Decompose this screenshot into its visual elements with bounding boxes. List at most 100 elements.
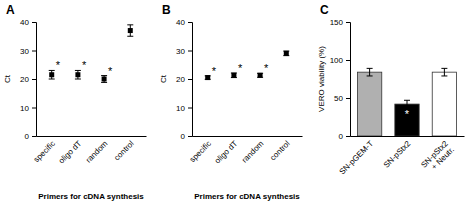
annotation: * (264, 62, 269, 74)
y-axis-line (188, 23, 193, 137)
error-bar-cap (49, 70, 55, 71)
x-tick-label-line: random (84, 139, 110, 165)
panel: ***010203040specificoligo dTrandomcontro… (3, 3, 147, 201)
x-tick-label: SN-pGEM-T (338, 139, 376, 177)
y-axis-title: Ct (3, 74, 12, 83)
y-tick-mark (346, 60, 350, 61)
y-tick-mark (188, 22, 192, 23)
y-tick: 30 (20, 47, 36, 56)
x-tick: random (84, 139, 110, 165)
y-tick: 150 (330, 18, 350, 27)
error-bar (75, 70, 81, 79)
marker (205, 75, 210, 80)
error-bar-cap (404, 100, 410, 101)
x-axis-title: Primers for cDNA synthesis (38, 192, 144, 201)
x-tick: control (268, 139, 292, 163)
panel-title: A (6, 3, 15, 17)
error-bar-stem (407, 100, 408, 108)
x-axis-line (351, 136, 465, 137)
error-bar-cap (75, 79, 81, 80)
error-bar (127, 25, 133, 36)
y-tick-label: 0 (25, 132, 30, 141)
chart-figure: ***010203040specificoligo dTrandomcontro… (0, 0, 474, 206)
y-tick: 20 (176, 75, 192, 84)
bar (395, 104, 419, 136)
marker (49, 72, 54, 77)
annotation: * (82, 59, 87, 71)
error-bar-cap (441, 75, 447, 76)
marker (128, 28, 133, 33)
y-axis-line (32, 23, 37, 137)
x-tick-label-line: SN-pStx2 (382, 139, 413, 170)
marker (258, 73, 263, 78)
x-axis: specificoligo dTrandomcontrol (32, 137, 147, 166)
x-tick-label-line: oligo dT (213, 139, 240, 166)
error-bar (231, 73, 237, 78)
y-axis: 0 10 20 30 40 (176, 18, 192, 141)
annotation: * (212, 65, 217, 77)
panel: * * * 0 10 20 30 40 specificoligo dTrandomcontro… (159, 3, 303, 201)
y-axis: 010203040 (20, 18, 36, 141)
x-tick-label-line: control (268, 139, 292, 163)
marks (357, 68, 456, 136)
x-tick: specific (188, 139, 213, 164)
y-tick-label: 10 (176, 104, 185, 113)
x-tick-label-line: SN-pGEM-T (338, 139, 376, 177)
annotation: * (56, 59, 61, 71)
y-tick-label: 10 (20, 104, 29, 113)
x-tick-label-line: random (240, 139, 266, 165)
x-tick: oligo dT (213, 139, 240, 166)
x-tick-label-line: control (112, 139, 136, 163)
bar (432, 72, 456, 136)
y-tick-label: 0 (339, 132, 344, 141)
y-tick-mark (346, 136, 350, 137)
error-bar-cap (441, 68, 447, 69)
error-bar (49, 70, 55, 79)
marker (102, 77, 107, 82)
y-tick: 50 (334, 94, 350, 103)
error-bar (404, 100, 410, 108)
y-tick-mark (188, 79, 192, 80)
y-tick: 10 (20, 104, 36, 113)
x-axis-line (37, 136, 147, 137)
x-tick-label-line: specific (32, 139, 57, 164)
y-axis-title: Ct (159, 74, 168, 83)
error-bar-stem (444, 68, 445, 76)
y-tick: 40 (176, 18, 192, 27)
annotation: * (238, 62, 243, 74)
y-axis-title: VERO viability (%) (317, 46, 326, 112)
panel: *050100150SN-pGEM-TSN-pStx2SN-pStx2+ Neu… (317, 3, 465, 177)
error-bar-stem (369, 68, 370, 76)
marks (205, 51, 290, 80)
x-tick: oligo dT (57, 139, 84, 166)
y-tick-label: 30 (176, 47, 185, 56)
y-tick-mark (346, 22, 350, 23)
y-tick: 40 (20, 18, 36, 27)
y-axis-line (346, 23, 351, 137)
error-bar (283, 51, 289, 56)
error-bar-cap (367, 68, 373, 69)
x-tick-label: oligo dT (213, 139, 240, 166)
y-tick: 0 (339, 132, 350, 141)
y-tick-label: 0 (181, 132, 186, 141)
x-tick: specific (32, 139, 57, 164)
x-tick-label: specific (32, 139, 57, 164)
y-tick-mark (188, 51, 192, 52)
x-tick-label: specific (188, 139, 213, 164)
error-bar-cap (367, 75, 373, 76)
y-tick-mark (32, 108, 36, 109)
marker (231, 73, 236, 78)
x-tick-label: random (84, 139, 110, 165)
error-bar-cap (127, 24, 133, 25)
error-bar-cap (101, 75, 107, 76)
error-bar (101, 76, 107, 83)
y-tick-label: 30 (20, 47, 29, 56)
marker (75, 72, 80, 77)
y-tick-mark (188, 108, 192, 109)
y-tick: 30 (176, 47, 192, 56)
y-tick-mark (32, 79, 36, 80)
y-tick: 100 (330, 56, 350, 65)
marks (49, 25, 134, 83)
x-tick-label: control (112, 139, 136, 163)
y-tick: 0 (181, 132, 192, 141)
